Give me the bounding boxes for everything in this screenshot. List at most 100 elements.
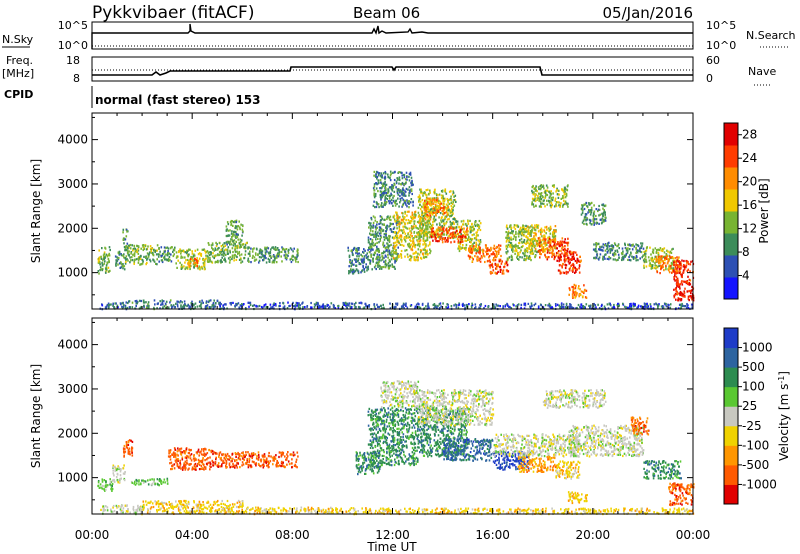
data-cell — [423, 307, 426, 310]
data-cell — [460, 226, 463, 229]
data-cell — [585, 201, 588, 205]
data-cell — [546, 248, 549, 252]
data-cell — [105, 268, 107, 271]
data-cell — [393, 226, 396, 229]
data-cell — [238, 258, 241, 261]
data-cell — [434, 209, 436, 212]
data-cell — [599, 218, 602, 221]
data-cell — [160, 246, 163, 249]
data-cell — [443, 199, 446, 202]
data-cell — [127, 247, 129, 250]
data-cell — [424, 239, 427, 242]
data-cell — [205, 300, 208, 303]
data-cell — [561, 188, 564, 191]
data-cell — [598, 248, 600, 251]
data-cell — [534, 224, 536, 227]
data-cell — [113, 306, 116, 309]
data-cell — [499, 244, 502, 247]
data-cell — [654, 247, 657, 250]
data-cell — [224, 244, 226, 247]
data-cell — [235, 226, 237, 230]
data-cell — [378, 181, 380, 184]
data-cell — [519, 226, 522, 229]
data-cell — [327, 307, 330, 310]
data-cell — [628, 258, 631, 262]
data-cell — [108, 246, 111, 249]
data-cell — [161, 307, 164, 310]
data-cell — [117, 251, 120, 255]
data-cell — [232, 233, 234, 236]
data-cell — [645, 260, 648, 263]
data-cell — [389, 174, 392, 177]
data-cell — [393, 194, 395, 198]
data-cell — [423, 208, 426, 211]
data-cell — [657, 258, 660, 261]
data-cell — [385, 187, 387, 190]
data-cell — [533, 235, 535, 238]
data-cell — [369, 227, 372, 230]
data-cell — [369, 262, 371, 265]
data-cell — [449, 232, 452, 235]
data-cell — [632, 243, 634, 246]
data-cell — [404, 212, 406, 215]
data-cell — [556, 247, 558, 250]
data-cell — [675, 262, 678, 265]
data-cell — [559, 253, 561, 256]
data-cell — [510, 238, 513, 241]
data-cell — [660, 255, 662, 258]
data-cell — [441, 241, 444, 244]
data-cell — [485, 244, 487, 247]
data-cell — [271, 306, 274, 309]
data-cell — [522, 224, 524, 227]
data-cell — [553, 258, 556, 261]
data-cell — [475, 243, 478, 247]
data-cell — [549, 195, 551, 198]
data-cell — [624, 246, 627, 249]
data-cell — [204, 305, 207, 308]
data-cell — [171, 306, 173, 309]
data-cell — [580, 207, 583, 210]
data-cell — [419, 242, 421, 246]
data-cell — [253, 247, 255, 250]
data-cell — [449, 234, 451, 237]
data-cell — [663, 251, 666, 254]
data-cell — [542, 248, 545, 251]
data-cell — [182, 304, 185, 307]
data-cell — [598, 214, 600, 217]
data-cell — [289, 304, 291, 307]
data-cell — [233, 239, 236, 242]
data-cell — [512, 230, 514, 233]
data-cell — [515, 230, 517, 233]
data-cell — [450, 190, 452, 193]
data-cell — [454, 231, 457, 234]
data-cell — [474, 306, 477, 309]
data-cell — [396, 211, 398, 214]
data-cell — [106, 255, 109, 258]
data-cell — [355, 252, 357, 255]
data-cell — [553, 243, 556, 246]
data-cell — [430, 212, 433, 215]
data-cell — [553, 232, 556, 235]
data-cell — [440, 202, 443, 205]
data-cell — [457, 242, 460, 245]
data-cell — [258, 249, 261, 252]
data-cell — [475, 252, 477, 255]
data-cell — [248, 260, 250, 263]
data-cell — [100, 268, 103, 271]
data-cell — [148, 304, 150, 307]
data-cell — [427, 218, 429, 221]
data-cell — [255, 304, 257, 307]
data-cell — [310, 301, 312, 305]
data-cell — [637, 244, 640, 248]
data-cell — [637, 259, 639, 262]
data-cell — [421, 199, 424, 202]
data-cell — [407, 233, 409, 236]
data-cell — [537, 186, 540, 189]
data-cell — [662, 256, 665, 259]
data-cell — [617, 243, 620, 246]
nsky-top-tick: 10^5 — [58, 19, 88, 32]
data-cell — [655, 258, 658, 261]
data-cell — [178, 250, 180, 253]
data-cell — [398, 216, 400, 219]
data-cell — [515, 232, 517, 236]
